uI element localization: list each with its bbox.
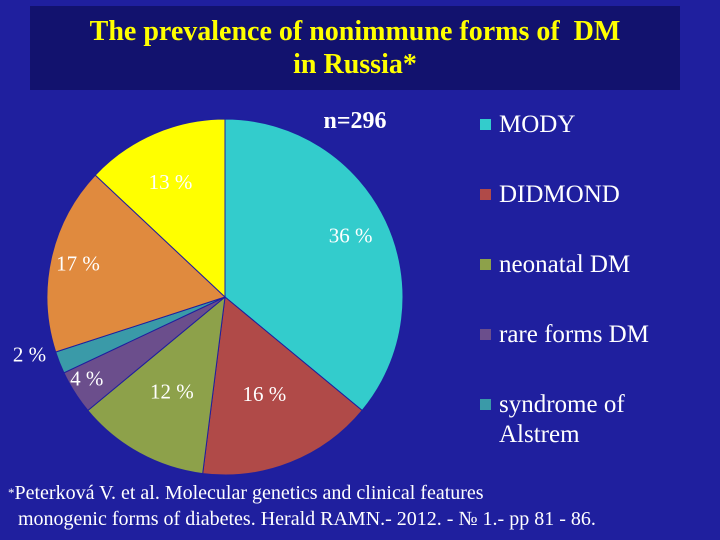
legend-label-rare-forms: rare forms DM [499, 321, 649, 348]
legend-item-neonatal: neonatal DM [480, 250, 630, 280]
pie-label-3: 12 % [150, 380, 194, 404]
legend-label-alstrem: syndrome of Alstrem [499, 391, 625, 448]
sample-size-annotation: n=296 [323, 108, 386, 134]
pie-label-1: 36 % [329, 224, 373, 248]
pie-label-6: 17 % [56, 252, 100, 276]
pie-slice-3 [87, 295, 226, 475]
legend-label-didmond: DIDMOND [499, 181, 620, 208]
footnote-marker: * [8, 485, 15, 500]
legend-item-didmond: DIDMOND [480, 180, 620, 210]
pie-label-7: 13 % [149, 170, 193, 194]
pie-label-2: 16 % [242, 382, 286, 406]
legend-item-alstrem: syndrome of Alstrem [480, 390, 650, 450]
legend-swatch-neonatal [480, 259, 491, 270]
pie-label-5: 2 % [13, 342, 46, 366]
chart-title-line-2: in Russia* [293, 49, 417, 80]
legend-item-mody: MODY [480, 110, 575, 140]
citation-footnote: *Peterková V. et al. Molecular genetics … [8, 480, 716, 532]
legend-item-rare-forms: rare forms DM [480, 320, 649, 350]
legend-swatch-mody [480, 119, 491, 130]
pie-slice-6 [46, 174, 226, 353]
legend-label-neonatal: neonatal DM [499, 251, 631, 278]
title-box: The prevalence of nonimmune forms of DM … [30, 6, 680, 90]
pie-slice-1 [224, 118, 404, 412]
chart-title-line-1: The prevalence of nonimmune forms of DM [89, 16, 621, 47]
footnote-line-1: Peterková V. et al. Molecular genetics a… [14, 482, 484, 504]
legend-swatch-rare-forms [480, 329, 491, 340]
legend-swatch-didmond [480, 189, 491, 200]
footnote-line-2: monogenic forms of diabetes. Herald RAMN… [18, 508, 596, 530]
pie-slice-2 [202, 296, 363, 476]
legend-label-mody: MODY [499, 111, 576, 138]
legend-swatch-alstrem [480, 399, 491, 410]
pie-slice-7 [94, 118, 226, 299]
pie-label-4: 4 % [70, 367, 103, 391]
